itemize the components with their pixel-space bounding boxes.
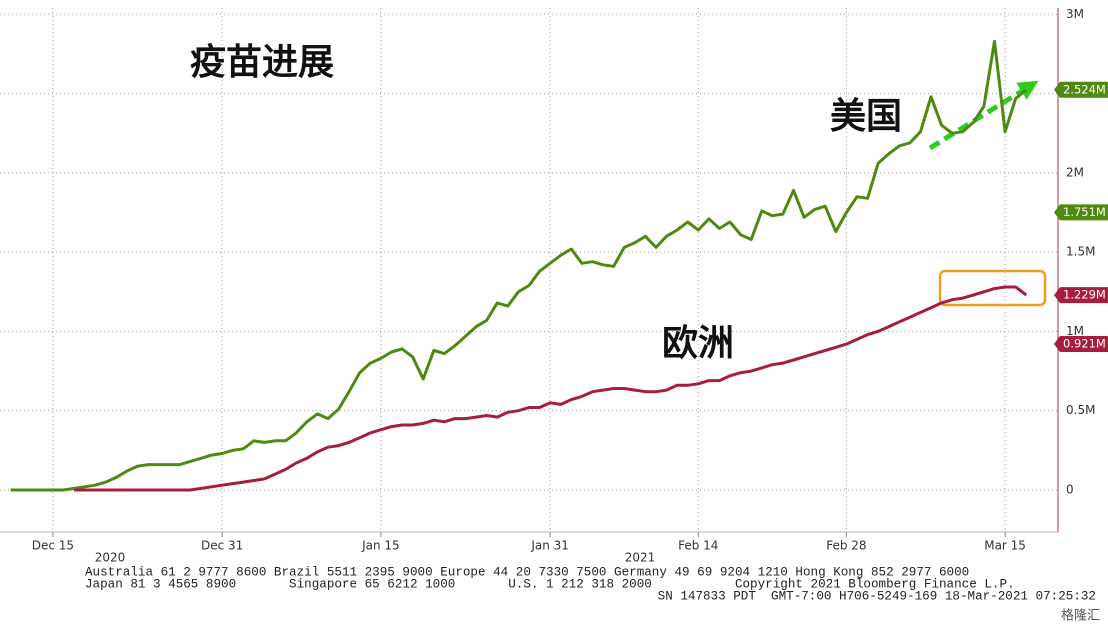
highlight-box [938,269,1047,307]
y-tick-label: 0.5M [1066,403,1095,417]
y-tick-label: 2M [1066,165,1084,179]
value-tag-label: 2.524M [1063,82,1106,96]
y-tick-label: 1.5M [1066,245,1095,259]
logo: 格隆汇 [1061,608,1100,624]
footer: Australia 61 2 9777 8600 Brazil 5511 239… [85,565,969,579]
value-tag [1054,335,1108,352]
y-tick-label: 3M [1066,7,1084,21]
footer: SN 147833 PDT GMT-7:00 H706-5249-169 18-… [658,589,1096,603]
x-tick-label: Jan 31 [530,539,569,553]
trend-arrow [928,80,1039,151]
x-tick-label: Feb 28 [826,539,866,553]
value-tag [1054,81,1108,98]
series-line [74,285,1028,492]
value-tag-label: 1.229M [1063,288,1106,302]
y-tick-label: 1M [1066,324,1084,338]
title: 疫苗进展 [190,42,334,83]
value-tag [1054,204,1108,221]
y-tick-label: 0 [1066,482,1074,496]
year-label: 2021 [625,551,656,565]
us-label: 美国 [830,96,902,137]
x-tick-label: Mar 15 [984,539,1026,553]
footer: Japan 81 3 4565 8900 Singapore 65 6212 1… [85,577,1015,591]
value-tag [1054,287,1108,304]
series-line [10,39,1028,492]
europe-label: 欧洲 [662,323,734,364]
x-tick-label: Jan 15 [361,539,400,553]
year-label: 2020 [95,551,126,565]
x-tick-label: Feb 14 [678,539,718,553]
value-tag-label: 0.921M [1063,336,1106,350]
x-tick-label: Dec 15 [32,539,74,553]
value-tag-label: 1.751M [1063,205,1106,219]
x-tick-label: Dec 31 [201,539,243,553]
